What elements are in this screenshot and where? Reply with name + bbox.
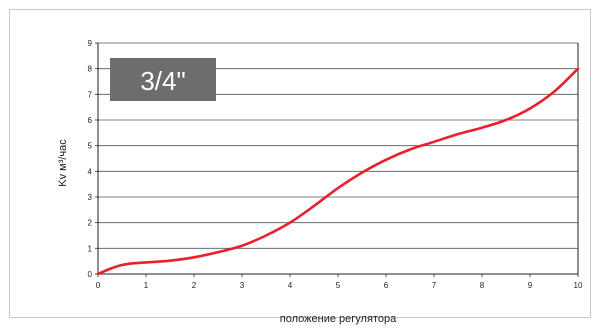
chart-frame	[9, 9, 591, 318]
series	[96, 67, 580, 276]
y-tick-label-8: 8	[88, 65, 93, 74]
title-badge-background	[110, 58, 216, 101]
y-tick-label-6: 6	[88, 116, 93, 125]
x-tick-labels: 0 1 2 3 4 5 6 7 8 9 10	[96, 274, 583, 290]
series-line-0	[96, 67, 580, 276]
y-tick-label-5: 5	[88, 142, 93, 151]
x-tick-label-0: 0	[96, 281, 101, 290]
y-tick-label-3: 3	[88, 193, 93, 202]
y-tick-label-1: 1	[88, 244, 93, 253]
y-tick-labels: 0 1 2 3 4 5 6 7 8 9	[88, 39, 98, 279]
x-tick-label-1: 1	[144, 281, 149, 290]
x-tick-label-8: 8	[480, 281, 485, 290]
x-tick-label-4: 4	[288, 281, 293, 290]
x-tick-label-9: 9	[528, 281, 533, 290]
x-tick-label-7: 7	[432, 281, 437, 290]
x-tick-label-3: 3	[240, 281, 245, 290]
y-tick-label-0: 0	[88, 270, 93, 279]
x-tick-label-2: 2	[192, 281, 197, 290]
y-axis-label: Kv м³/час	[57, 139, 69, 187]
x-tick-label-6: 6	[384, 281, 389, 290]
y-tick-label-9: 9	[88, 39, 93, 48]
y-tick-label-2: 2	[88, 219, 93, 228]
gridlines	[98, 42, 578, 249]
y-tick-label-4: 4	[88, 167, 93, 176]
x-tick-label-5: 5	[336, 281, 341, 290]
x-tick-label-10: 10	[574, 281, 583, 290]
title-badge: 3/4"	[110, 58, 216, 101]
y-tick-label-7: 7	[88, 90, 93, 99]
chart-title: 3/4"	[140, 66, 185, 96]
x-axis-label: положение регулятора	[280, 313, 397, 325]
